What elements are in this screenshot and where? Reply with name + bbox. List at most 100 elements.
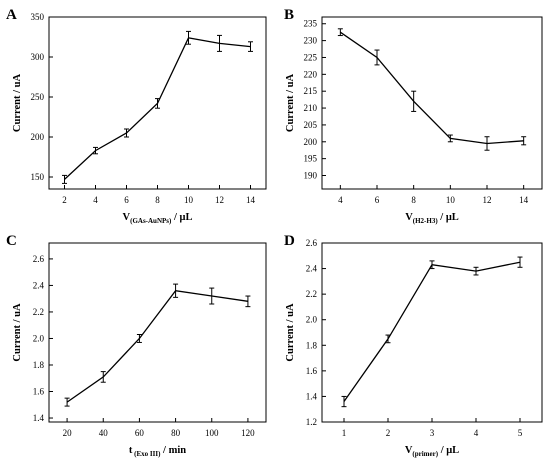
x-axis-title-main: t xyxy=(129,445,133,456)
x-tick-label: 1 xyxy=(342,428,347,438)
x-tick-label: 3 xyxy=(430,428,435,438)
error-bar xyxy=(173,283,179,298)
y-tick-label: 200 xyxy=(31,132,45,142)
y-tick-label: 1.8 xyxy=(33,360,45,370)
x-tick-label: 10 xyxy=(446,195,456,205)
error-bar xyxy=(374,49,380,66)
x-axis-title: t (Exo III) / min xyxy=(129,445,186,458)
y-tick-label: 1.6 xyxy=(306,366,318,376)
panel-d: 1 2 3 4 5 1.2 1.4 1.6 1.8 2.0 2.2 2.4 2.6 D Current / … xyxy=(284,233,543,458)
y-axis-title: Current / uA xyxy=(12,303,23,362)
y-tick-label: 150 xyxy=(31,172,45,182)
x-tick-label: 100 xyxy=(205,428,219,438)
y-tick-label: 250 xyxy=(31,92,45,102)
y-tick-label: 2.4 xyxy=(306,264,318,274)
x-tick-label: 6 xyxy=(124,195,129,205)
y-axis-title: Current / uA xyxy=(12,74,23,133)
plot-frame xyxy=(321,242,543,423)
x-tick-label: 20 xyxy=(63,428,73,438)
panel-letter: C xyxy=(6,233,17,249)
x-tick-label: 60 xyxy=(135,428,145,438)
error-bar xyxy=(248,41,253,52)
y-tick-label: 215 xyxy=(304,86,318,96)
x-tick-label: 2 xyxy=(386,428,391,438)
x-tick-label: 4 xyxy=(338,195,343,205)
error-bar xyxy=(124,128,129,138)
plot-frame xyxy=(321,16,543,190)
x-tick-label: 10 xyxy=(184,195,194,205)
series-line xyxy=(66,290,248,403)
y-tick-label: 2.6 xyxy=(33,254,45,264)
y-tick-label: 235 xyxy=(304,19,318,29)
x-tick-label: 4 xyxy=(93,195,98,205)
y-tick-label: 2.4 xyxy=(33,280,45,290)
x-axis-title-subscript: (primer) xyxy=(412,450,438,458)
error-bar xyxy=(64,397,70,407)
y-tick-label: 350 xyxy=(31,12,45,22)
panel-c: 20 40 60 80 100 120 1.4 1.6 1.8 2.0 2.2 2.4 2.6 C Curr… xyxy=(6,233,267,458)
x-tick-label: 8 xyxy=(411,195,416,205)
y-tick-label: 2.2 xyxy=(33,307,44,317)
y-tick-label: 220 xyxy=(304,69,318,79)
series-line xyxy=(343,261,521,402)
error-bar xyxy=(62,174,67,184)
error-bar xyxy=(155,98,160,109)
error-bar xyxy=(521,136,527,146)
y-tick-label: 190 xyxy=(304,171,318,181)
panel-letter: B xyxy=(284,7,294,23)
x-axis-title-unit: / min xyxy=(160,445,186,456)
error-bar xyxy=(217,34,222,52)
error-bar xyxy=(484,136,490,151)
x-axis-title-unit: / μL xyxy=(438,212,459,223)
x-tick-label: 40 xyxy=(99,428,109,438)
error-bar xyxy=(245,295,251,308)
error-bar xyxy=(136,333,142,343)
x-tick-label: 8 xyxy=(155,195,160,205)
error-bar xyxy=(341,395,347,408)
x-tick-label: 80 xyxy=(171,428,181,438)
x-tick-label: 4 xyxy=(474,428,479,438)
x-axis-title: V(H2-H3) / μL xyxy=(405,212,459,225)
error-bar xyxy=(93,146,98,155)
plot-frame xyxy=(48,242,267,423)
panel-b: 4 6 8 10 12 14 190 195 200 205 210 215 220 225 230 235 B… xyxy=(284,7,543,225)
error-bar xyxy=(473,266,479,276)
y-tick-label: 2.6 xyxy=(306,238,318,248)
y-tick-label: 300 xyxy=(31,52,45,62)
error-bar xyxy=(447,134,453,143)
x-tick-label: 14 xyxy=(519,195,529,205)
series-line xyxy=(339,31,524,145)
x-axis-title: V(primer) / μL xyxy=(405,445,459,458)
panel-a: 2 4 6 8 10 12 14 150 200 250 300 350 A Current / uA V(… xyxy=(6,7,267,225)
error-bar xyxy=(429,260,435,270)
y-axis-title: Current / uA xyxy=(285,303,296,362)
error-bar xyxy=(385,334,391,344)
panel-letter: D xyxy=(284,233,295,249)
x-tick-label: 6 xyxy=(375,195,380,205)
error-bar xyxy=(337,28,343,37)
y-axis-title: Current / uA xyxy=(285,74,296,133)
x-axis-title-subscript: (H2-H3) xyxy=(413,217,439,225)
y-tick-label: 205 xyxy=(304,120,318,130)
error-bar xyxy=(517,256,523,268)
x-axis-title-unit: / μL xyxy=(438,445,459,456)
error-bar xyxy=(100,371,106,383)
x-axis-title-main: V xyxy=(405,212,413,223)
y-tick-label: 1.8 xyxy=(306,340,318,350)
y-tick-label: 1.6 xyxy=(33,387,45,397)
y-tick-label: 230 xyxy=(304,36,318,46)
x-axis-title-unit: / μL xyxy=(171,212,192,223)
y-tick-label: 1.4 xyxy=(306,391,318,401)
x-tick-label: 14 xyxy=(246,195,256,205)
y-tick-label: 225 xyxy=(304,52,318,62)
x-tick-label: 2 xyxy=(62,195,67,205)
y-tick-label: 2.2 xyxy=(306,289,317,299)
x-axis-title-main: V xyxy=(405,445,413,456)
x-tick-label: 120 xyxy=(241,428,255,438)
y-tick-label: 1.2 xyxy=(306,417,317,427)
y-tick-label: 2.0 xyxy=(306,315,318,325)
y-tick-label: 1.4 xyxy=(33,413,45,423)
x-axis-title-main: V xyxy=(123,212,131,223)
error-bar xyxy=(186,30,191,45)
